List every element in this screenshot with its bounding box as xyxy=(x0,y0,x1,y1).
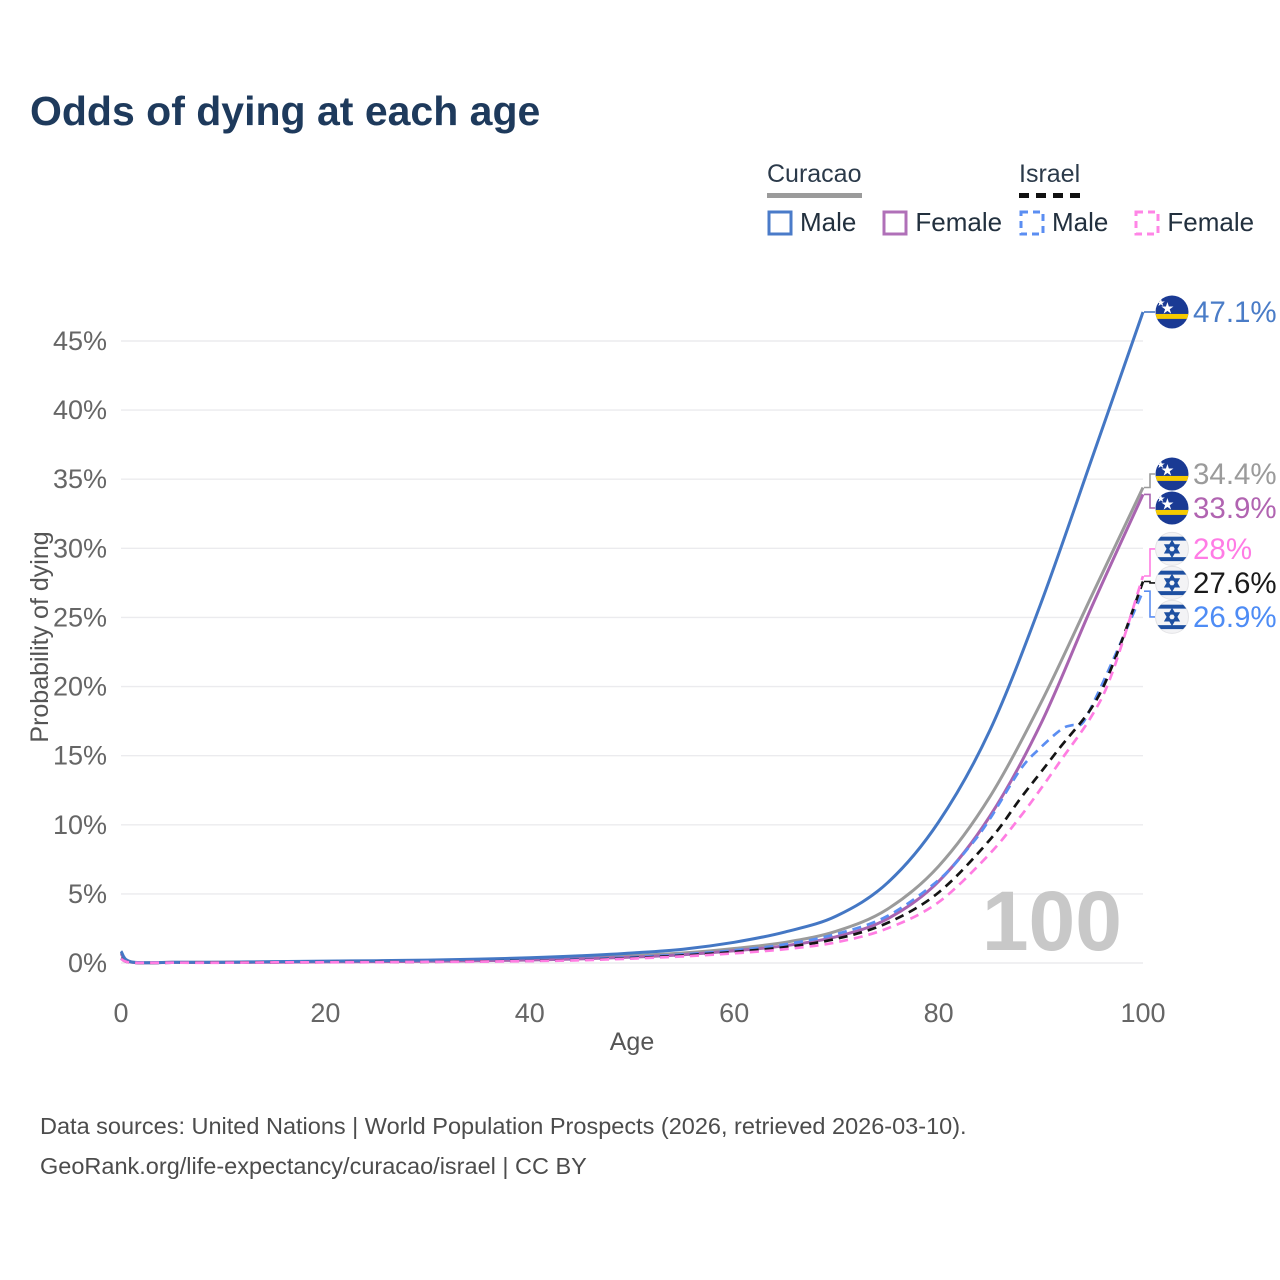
end-label-value: 33.9% xyxy=(1193,492,1277,525)
legend-item-curacao-female[interactable]: Female xyxy=(882,207,1002,238)
label-leader-line xyxy=(1144,548,1155,577)
legend-item-label: Female xyxy=(915,207,1003,237)
legend-items-curacao: Male Female xyxy=(767,207,1002,238)
y-axis-tick-label: 25% xyxy=(53,602,107,632)
x-axis-tick-label: 40 xyxy=(515,998,545,1028)
series-line-israel-female xyxy=(120,575,1145,965)
end-label-value: 27.6% xyxy=(1193,567,1277,600)
y-axis-tick-label: 15% xyxy=(53,741,107,771)
y-axis-tick-label: 45% xyxy=(53,326,107,356)
gridlines xyxy=(121,340,1143,964)
legend-swatch-icon xyxy=(882,210,908,235)
legend-item-israel-male[interactable]: Male xyxy=(1019,207,1108,238)
end-label-curacao-female: ★★ 33.9% xyxy=(1155,491,1277,525)
series-lines xyxy=(119,311,1145,965)
legend-item-curacao-male[interactable]: Male xyxy=(767,207,856,238)
data-sources-line1: Data sources: United Nations | World Pop… xyxy=(40,1113,967,1139)
label-leader-line xyxy=(1144,580,1155,584)
end-label-curacao-both-sexes: ★★ 34.4% xyxy=(1155,457,1277,491)
x-axis-title: Age xyxy=(610,1028,654,1056)
israel-flag-icon xyxy=(1155,531,1189,566)
israel-flag-icon xyxy=(1155,565,1189,600)
y-axis-tick-label: 5% xyxy=(68,879,107,909)
end-label-value: 47.1% xyxy=(1193,296,1277,329)
y-axis-tick-label: 10% xyxy=(53,810,107,840)
y-axis-tick-label: 0% xyxy=(68,948,107,978)
legend-group-curacao: Curacao Male Female xyxy=(767,160,1002,238)
legend-swatch-icon xyxy=(767,210,793,235)
legend-item-label: Female xyxy=(1167,207,1255,237)
curacao-flag-icon: ★★ xyxy=(1155,457,1189,491)
series-line-curacao-male xyxy=(119,311,1145,965)
end-label-israel-male: 26.9% xyxy=(1155,599,1277,634)
end-label-value: 28% xyxy=(1193,533,1252,566)
label-leader-line xyxy=(1144,473,1155,489)
legend-item-israel-female[interactable]: Female xyxy=(1134,207,1254,238)
svg-text:★: ★ xyxy=(1160,497,1174,514)
end-labels: ★★ 47.1%★★ 34.4%★★ 33.9%28%27.6%26.9% xyxy=(1144,295,1277,634)
end-label-israel-female: 28% xyxy=(1155,531,1252,566)
israel-flag-icon xyxy=(1155,599,1189,634)
end-label-israel-both-sexes: 27.6% xyxy=(1155,565,1277,600)
data-sources: Data sources: United Nations | World Pop… xyxy=(40,1106,967,1186)
x-axis-tick-label: 80 xyxy=(924,998,954,1028)
x-axis-tick-label: 20 xyxy=(310,998,340,1028)
age-watermark: 100 xyxy=(982,874,1122,968)
legend-group-israel-label: Israel xyxy=(1019,160,1081,198)
curacao-flag-icon: ★★ xyxy=(1155,295,1189,329)
legend-swatch-icon xyxy=(1019,210,1045,235)
label-leader-line xyxy=(1144,493,1155,509)
x-axis-tick-label: 60 xyxy=(719,998,749,1028)
data-sources-line2: GeoRank.org/life-expectancy/curacao/isra… xyxy=(40,1153,587,1179)
y-axis-tick-label: 30% xyxy=(53,533,107,563)
line-chart: 0% 5% 10% 15% 20% 25% 30% 35% 40% 45% 0 20 40 60 80 100… xyxy=(26,295,1277,1056)
end-label-curacao-male: ★★ 47.1% xyxy=(1155,295,1277,329)
legend-item-label: Male xyxy=(800,207,857,237)
y-axis-tick-label: 40% xyxy=(53,395,107,425)
svg-text:★: ★ xyxy=(1156,494,1165,505)
legend-items-israel: Male Female xyxy=(1019,207,1254,238)
x-axis-tick-label: 0 xyxy=(113,998,128,1028)
y-axis-tick-label: 20% xyxy=(53,672,107,702)
legend-group-curacao-label: Curacao xyxy=(767,160,862,198)
svg-text:★: ★ xyxy=(1160,301,1174,318)
svg-text:★: ★ xyxy=(1160,463,1174,480)
x-axis-tick-label: 100 xyxy=(1120,998,1165,1028)
legend-group-israel: Israel Male Female xyxy=(1019,160,1254,238)
svg-text:★: ★ xyxy=(1156,460,1165,471)
label-leader-line xyxy=(1144,590,1155,618)
end-label-value: 26.9% xyxy=(1193,601,1277,634)
chart-title: Odds of dying at each age xyxy=(30,88,541,134)
legend-swatch-icon xyxy=(1134,210,1160,235)
curacao-flag-icon: ★★ xyxy=(1155,491,1189,525)
end-label-value: 34.4% xyxy=(1193,458,1277,491)
y-axis-tick-label: 35% xyxy=(53,464,107,494)
y-axis-title: Probability of dying xyxy=(26,531,54,742)
legend-item-label: Male xyxy=(1052,207,1109,237)
svg-text:★: ★ xyxy=(1156,298,1165,309)
